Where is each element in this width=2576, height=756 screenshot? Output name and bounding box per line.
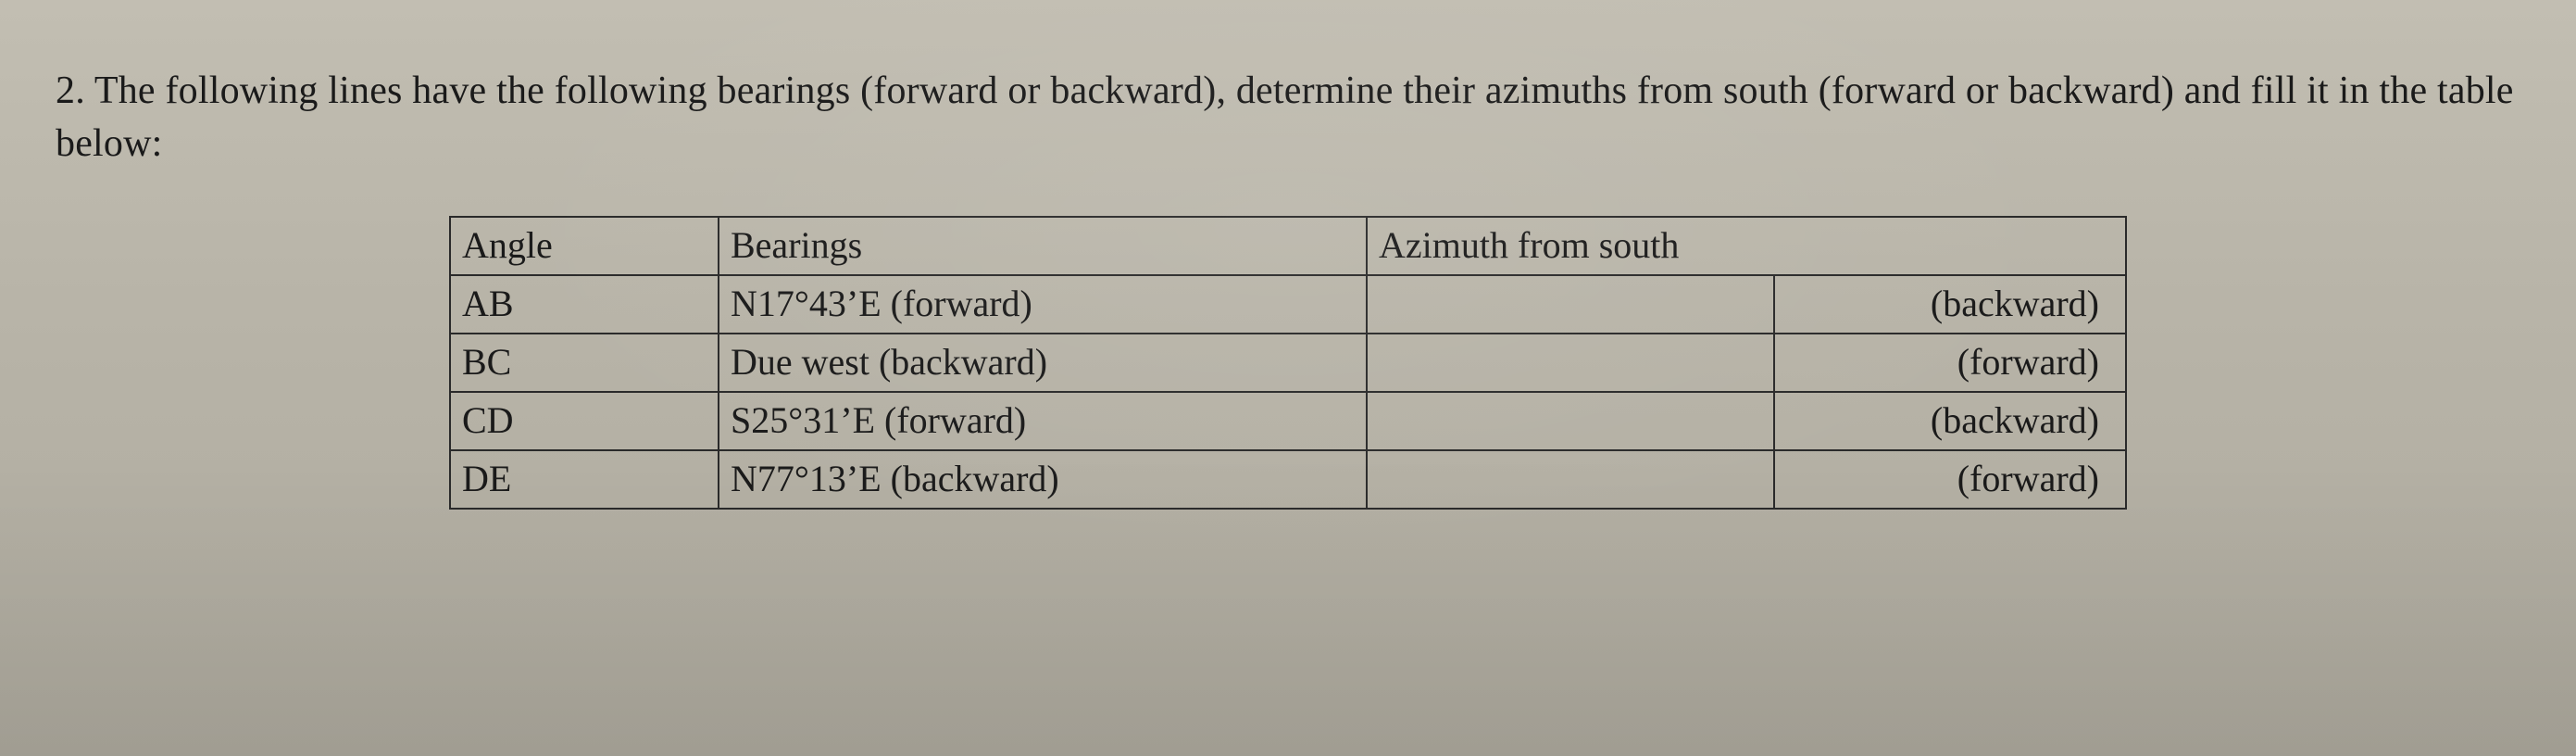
table-container: Angle Bearings Azimuth from south AB N17… xyxy=(56,216,2520,510)
table-header-row: Angle Bearings Azimuth from south xyxy=(450,217,2126,275)
cell-az-dir: (forward) xyxy=(1774,334,2126,392)
table-row: CD S25°31’E (forward) (backward) xyxy=(450,392,2126,450)
table-row: BC Due west (backward) (forward) xyxy=(450,334,2126,392)
question-body: The following lines have the following b… xyxy=(56,69,2514,165)
col-header-bearings: Bearings xyxy=(719,217,1367,275)
cell-az-value xyxy=(1367,450,1774,509)
cell-angle: AB xyxy=(450,275,719,334)
col-header-azimuth: Azimuth from south xyxy=(1367,217,2126,275)
cell-az-value xyxy=(1367,392,1774,450)
cell-bearing: S25°31’E (forward) xyxy=(719,392,1367,450)
bearings-table: Angle Bearings Azimuth from south AB N17… xyxy=(449,216,2127,510)
cell-angle: DE xyxy=(450,450,719,509)
cell-az-dir: (backward) xyxy=(1774,392,2126,450)
cell-az-value xyxy=(1367,334,1774,392)
cell-bearing: N77°13’E (backward) xyxy=(719,450,1367,509)
cell-angle: CD xyxy=(450,392,719,450)
cell-angle: BC xyxy=(450,334,719,392)
question-number: 2. xyxy=(56,69,85,112)
cell-bearing: N17°43’E (forward) xyxy=(719,275,1367,334)
table-row: AB N17°43’E (forward) (backward) xyxy=(450,275,2126,334)
page: 2. The following lines have the followin… xyxy=(0,0,2576,756)
cell-az-dir: (forward) xyxy=(1774,450,2126,509)
cell-az-value xyxy=(1367,275,1774,334)
table-row: DE N77°13’E (backward) (forward) xyxy=(450,450,2126,509)
question-text: 2. The following lines have the followin… xyxy=(56,65,2520,170)
col-header-angle: Angle xyxy=(450,217,719,275)
cell-az-dir: (backward) xyxy=(1774,275,2126,334)
cell-bearing: Due west (backward) xyxy=(719,334,1367,392)
